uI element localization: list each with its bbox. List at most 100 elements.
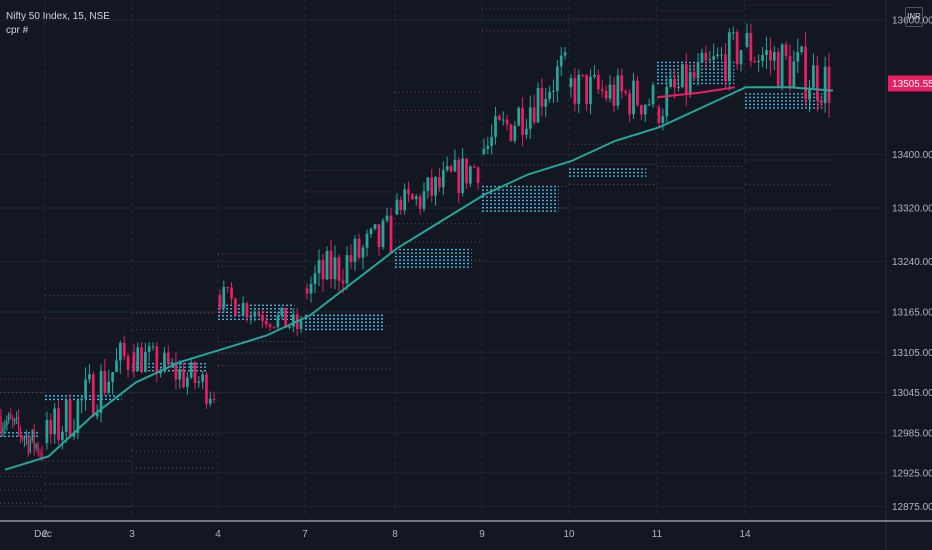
candle-body[interactable] <box>765 50 768 56</box>
candle-body[interactable] <box>661 116 665 123</box>
candle-body[interactable] <box>808 87 811 100</box>
candle-body[interactable] <box>815 65 819 101</box>
candle-body[interactable] <box>222 286 226 309</box>
candle-body[interactable] <box>163 352 166 370</box>
candle-body[interactable] <box>35 444 37 449</box>
candle-body[interactable] <box>632 80 635 115</box>
candle-body[interactable] <box>103 370 107 393</box>
candle-body[interactable] <box>411 194 414 200</box>
candle-body[interactable] <box>140 347 143 373</box>
candle-body[interactable] <box>99 370 103 413</box>
candle-body[interactable] <box>389 215 393 254</box>
candle-body[interactable] <box>272 326 276 328</box>
candle-body[interactable] <box>669 78 673 87</box>
candle-body[interactable] <box>10 414 12 419</box>
candle-body[interactable] <box>673 78 676 88</box>
candle-body[interactable] <box>257 312 260 315</box>
candle-body[interactable] <box>528 107 532 129</box>
candle-body[interactable] <box>731 32 735 34</box>
candle-body[interactable] <box>201 374 204 382</box>
candle-body[interactable] <box>525 128 528 135</box>
candle-body[interactable] <box>13 418 16 422</box>
candle-body[interactable] <box>313 273 317 284</box>
candle-body[interactable] <box>19 428 22 437</box>
candle-body[interactable] <box>788 55 792 87</box>
candle-body[interactable] <box>25 435 28 438</box>
candle-body[interactable] <box>426 177 430 192</box>
indicator-name[interactable]: cpr # <box>6 25 29 36</box>
candle-body[interactable] <box>812 65 815 88</box>
candle-body[interactable] <box>31 429 33 441</box>
candle-body[interactable] <box>589 76 592 105</box>
candle-body[interactable] <box>226 286 230 288</box>
candle-body[interactable] <box>345 255 349 284</box>
candle-body[interactable] <box>385 215 389 221</box>
candle-body[interactable] <box>804 46 807 100</box>
candle-body[interactable] <box>684 64 688 95</box>
candle-body[interactable] <box>501 119 505 121</box>
candle-body[interactable] <box>449 166 453 172</box>
candle-body[interactable] <box>132 352 136 371</box>
candle-body[interactable] <box>337 257 341 281</box>
candle-body[interactable] <box>88 374 91 380</box>
candle-body[interactable] <box>174 362 178 380</box>
candle-body[interactable] <box>772 51 776 61</box>
candle-body[interactable] <box>677 87 680 89</box>
candle-body[interactable] <box>509 124 513 141</box>
candle-body[interactable] <box>739 50 743 65</box>
candle-body[interactable] <box>373 224 377 229</box>
candle-body[interactable] <box>823 66 827 104</box>
candle-body[interactable] <box>218 295 222 309</box>
candle-body[interactable] <box>796 52 800 62</box>
candle-body[interactable] <box>540 87 544 107</box>
candle-body[interactable] <box>33 429 35 449</box>
candle-body[interactable] <box>472 166 476 168</box>
candle-body[interactable] <box>349 255 353 262</box>
candle-body[interactable] <box>430 177 434 196</box>
candle-body[interactable] <box>95 412 99 417</box>
candle-body[interactable] <box>761 55 764 61</box>
candle-body[interactable] <box>418 196 422 209</box>
candle-body[interactable] <box>521 107 524 135</box>
candle-body[interactable] <box>577 74 581 104</box>
candle-body[interactable] <box>639 105 643 115</box>
candle-body[interactable] <box>636 80 639 106</box>
candle-body[interactable] <box>780 44 784 87</box>
candle-body[interactable] <box>608 84 612 99</box>
candle-body[interactable] <box>800 46 804 53</box>
candle-body[interactable] <box>317 260 321 274</box>
candle-body[interactable] <box>329 250 333 280</box>
candle-body[interactable] <box>241 303 245 316</box>
candle-body[interactable] <box>604 90 608 99</box>
candle-body[interactable] <box>80 398 84 401</box>
candle-body[interactable] <box>453 159 457 172</box>
candle-body[interactable] <box>457 159 461 194</box>
candle-body[interactable] <box>361 247 365 258</box>
candle-body[interactable] <box>414 196 418 200</box>
candle-body[interactable] <box>309 283 313 294</box>
candle-body[interactable] <box>136 347 140 371</box>
candle-body[interactable] <box>49 420 53 435</box>
candle-body[interactable] <box>792 61 796 87</box>
candle-body[interactable] <box>482 148 486 155</box>
candle-body[interactable] <box>12 418 14 422</box>
candle-body[interactable] <box>647 104 651 106</box>
candle-body[interactable] <box>8 414 10 421</box>
candle-body[interactable] <box>39 453 41 455</box>
candle-body[interactable] <box>399 199 403 211</box>
candle-body[interactable] <box>178 369 182 380</box>
candle-body[interactable] <box>208 398 212 404</box>
candle-body[interactable] <box>490 136 494 146</box>
candle-body[interactable] <box>441 170 445 188</box>
candle-body[interactable] <box>91 374 95 417</box>
candle-body[interactable] <box>29 440 31 453</box>
candle-body[interactable] <box>291 314 295 327</box>
candle-body[interactable] <box>827 66 831 103</box>
candle-body[interactable] <box>569 78 573 88</box>
currency-badge[interactable]: INR <box>905 7 923 27</box>
candle-body[interactable] <box>513 125 517 141</box>
moving-average-line[interactable] <box>4 86 834 471</box>
candle-body[interactable] <box>118 343 122 361</box>
candle-body[interactable] <box>253 312 257 316</box>
candle-body[interactable] <box>585 74 588 105</box>
